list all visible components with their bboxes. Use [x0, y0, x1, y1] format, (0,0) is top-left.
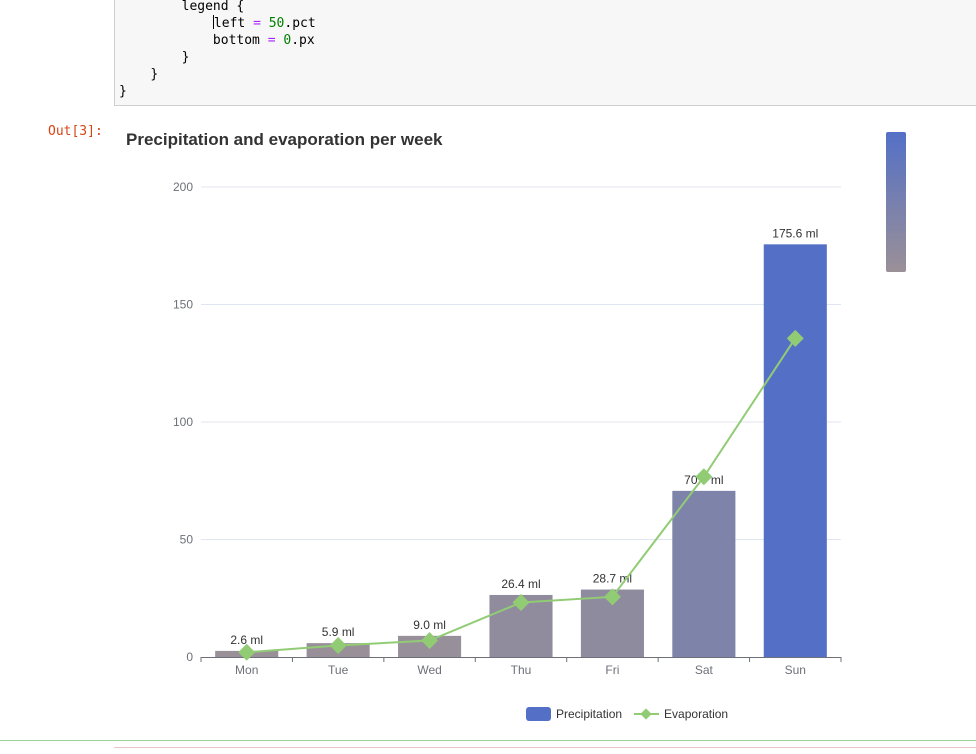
x-tick-label: Thu	[511, 663, 532, 677]
evaporation-point	[512, 593, 530, 611]
code-line: left = 50.pct	[212, 15, 316, 31]
y-tick-label: 100	[173, 415, 193, 429]
evaporation-point	[238, 643, 256, 661]
y-tick-label: 150	[173, 298, 193, 312]
code-line: bottom = 0.px	[212, 33, 315, 48]
cell-divider	[0, 740, 976, 741]
bar-data-label: 5.9 ml	[322, 625, 355, 639]
visual-map-scale[interactable]	[886, 132, 906, 272]
text-cursor	[212, 15, 214, 29]
evaporation-point	[329, 636, 347, 654]
x-tick-label: Tue	[328, 663, 349, 677]
evaporation-point	[603, 588, 621, 606]
y-tick-label: 200	[173, 180, 193, 194]
output-prompt: Out[3]:	[48, 124, 103, 139]
y-tick-label: 50	[180, 533, 194, 547]
y-tick-label: 0	[186, 650, 193, 664]
x-tick-label: Wed	[417, 663, 441, 677]
x-tick-label: Fri	[605, 663, 619, 677]
bar-data-label: 28.7 ml	[593, 572, 632, 586]
code-line: }	[119, 84, 127, 99]
code-cell[interactable]: legend { left = 50.pct bottom = 0.px } }…	[114, 0, 976, 106]
legend-label: Precipitation	[556, 707, 623, 721]
chart-legend: Precipitation Evaporation	[526, 705, 740, 723]
legend-bar-swatch	[526, 707, 551, 721]
code-line: legend {	[181, 0, 245, 14]
x-tick-label: Sat	[695, 663, 714, 677]
legend-line-swatch	[634, 707, 660, 721]
bar-data-label: 9.0 ml	[413, 618, 446, 632]
legend-item-precipitation[interactable]: Precipitation	[526, 707, 622, 721]
legend-item-evaporation[interactable]: Evaporation	[634, 707, 728, 721]
bar	[672, 490, 736, 657]
bar-data-label: 175.6 ml	[772, 226, 818, 240]
evaporation-point	[421, 632, 439, 650]
bar	[763, 244, 827, 657]
code-line: }	[181, 50, 190, 65]
x-tick-label: Mon	[235, 663, 258, 677]
bar-data-label: 26.4 ml	[501, 577, 540, 591]
x-tick-label: Sun	[785, 663, 806, 677]
chart-title: Precipitation and evaporation per week	[126, 130, 443, 149]
evaporation-point	[786, 329, 804, 347]
bar-data-label: 2.6 ml	[230, 633, 263, 647]
code-line: }	[150, 67, 159, 82]
next-cell[interactable]	[114, 747, 976, 754]
evaporation-point	[695, 468, 713, 486]
legend-label: Evaporation	[664, 707, 729, 721]
